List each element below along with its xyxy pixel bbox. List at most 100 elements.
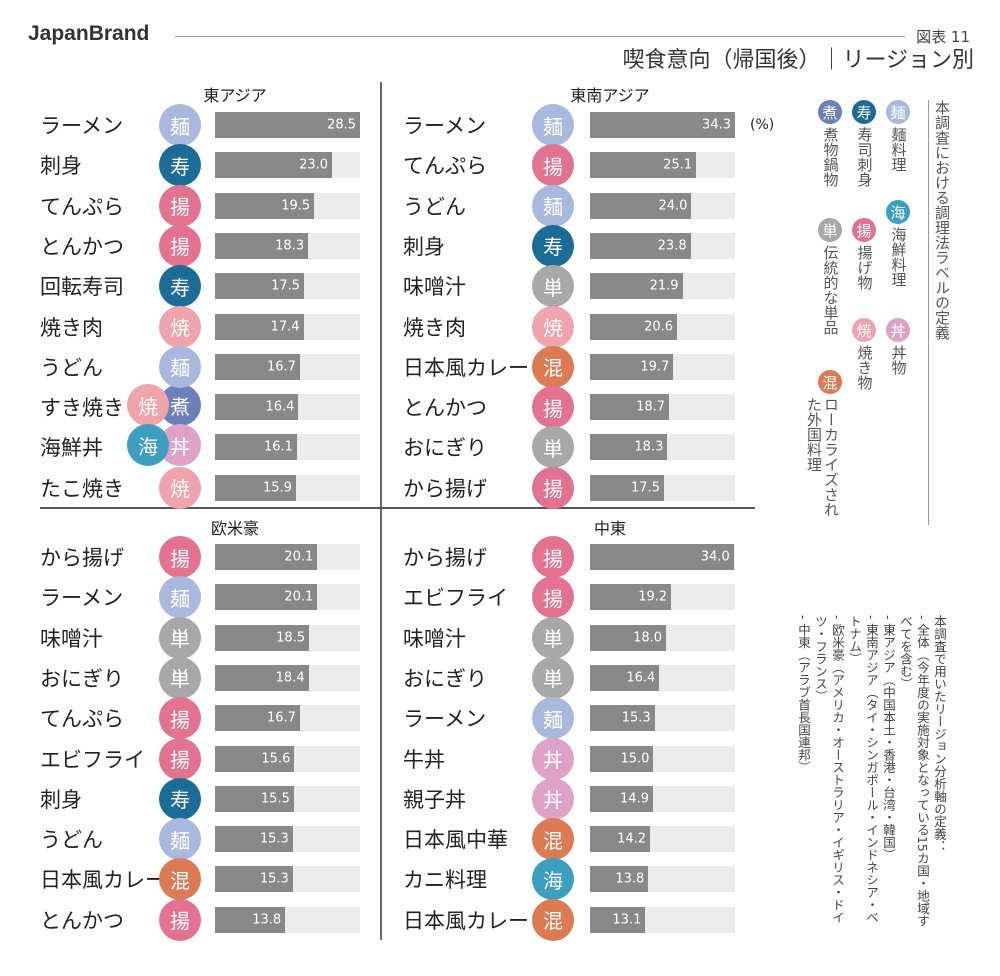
data-label: 20.1 (284, 589, 314, 605)
cooking-label-icon: 単 (159, 616, 201, 659)
category-label: とんかつ (40, 234, 124, 259)
unit-label: (%) (750, 117, 775, 133)
data-label: 18.3 (275, 238, 305, 254)
category-label: 回転寿司 (40, 275, 124, 300)
category-label: ラーメン (403, 707, 487, 732)
legend-label: 揚げ物 (855, 245, 874, 290)
legend-icon: 丼 (886, 318, 910, 342)
category-label: とんかつ (40, 908, 124, 933)
data-label: 16.1 (263, 439, 293, 455)
legend-icon: 単 (818, 218, 842, 242)
data-label: 15.9 (262, 480, 292, 496)
data-label: 21.9 (649, 278, 679, 294)
category-label: エビフライ (403, 586, 508, 611)
bar (215, 434, 297, 461)
cooking-label-icon: 揚 (159, 536, 201, 578)
data-label: 23.0 (299, 157, 329, 173)
data-label: 18.3 (634, 439, 664, 455)
category-label: おにぎり (403, 436, 487, 461)
bar (215, 474, 296, 501)
bar (590, 664, 660, 691)
data-label: 28.5 (327, 117, 356, 133)
bar (590, 273, 683, 300)
category-label: ラーメン (403, 114, 487, 138)
cooking-label-icon: 焼 (159, 305, 201, 348)
panel-title: 東アジア (203, 86, 267, 105)
data-label: 19.7 (640, 359, 670, 375)
cooking-label-icon: 揚 (159, 737, 201, 780)
data-label: 15.5 (260, 791, 290, 807)
cooking-label-icon: 麺 (159, 345, 201, 388)
data-label: 18.0 (633, 630, 663, 646)
bar (590, 745, 654, 772)
category-label: から揚げ (403, 546, 487, 570)
cooking-label-icon: 焼 (532, 305, 574, 348)
legend-label: 海鮮料理 (889, 227, 908, 287)
cooking-label-icon: 混 (532, 898, 574, 941)
data-label: 17.5 (271, 278, 301, 294)
bar (590, 705, 655, 732)
legend-rule (928, 100, 929, 525)
category-label: てんぷら (40, 194, 124, 219)
cooking-label-icon: 単 (532, 656, 574, 699)
legend-icon: 寿 (852, 100, 876, 124)
bar (215, 192, 315, 219)
bar (215, 866, 293, 893)
bar (590, 232, 691, 259)
bar (215, 906, 286, 933)
data-label: 16.4 (265, 399, 295, 415)
category-label: とんかつ (403, 396, 487, 421)
cooking-label-icon: 麺 (532, 104, 574, 146)
cooking-label-icon: 揚 (159, 224, 201, 267)
bar (590, 906, 646, 933)
cooking-label-icon: 海 (127, 424, 169, 467)
data-label: 16.4 (626, 670, 656, 686)
category-label: おにぎり (403, 666, 487, 691)
legend-label: ローカライズされた外国料理 (805, 397, 840, 517)
data-label: 13.8 (615, 871, 645, 887)
category-label: 日本風カレー (403, 908, 529, 933)
bar (590, 434, 668, 461)
category-label: から揚げ (40, 546, 124, 570)
cooking-label-icon: 単 (159, 656, 201, 699)
legend-icon: 焼 (852, 318, 876, 342)
bar (215, 544, 318, 570)
legend-label: 麺料理 (889, 127, 908, 172)
category-label: ラーメン (40, 586, 124, 611)
cooking-label-icon: 揚 (532, 386, 574, 429)
panel-divider-vertical (380, 82, 382, 940)
data-label: 15.0 (620, 751, 650, 766)
bar (590, 112, 735, 138)
bar (215, 273, 305, 300)
bar (215, 785, 294, 812)
legend-label: 煮物鍋物 (821, 127, 840, 187)
cooking-label-icon: 揚 (532, 576, 574, 619)
category-label: エビフライ (40, 747, 145, 772)
note-item: - 全体（今年度の実施対象となっている15カ国・地域すべてを含む） (898, 615, 930, 927)
bar (590, 353, 674, 380)
data-label: 16.7 (267, 710, 296, 726)
bar (215, 152, 333, 179)
cooking-label-icon: 煮 (159, 384, 201, 427)
cooking-label-icon: 寿 (159, 777, 201, 820)
cooking-label-icon: 寿 (159, 265, 201, 308)
data-label: 14.9 (620, 791, 649, 807)
cooking-label-icon: 揚 (532, 144, 574, 187)
legend-label: 焼き物 (855, 345, 874, 390)
cooking-label-icon: 海 (532, 858, 574, 901)
cooking-label-icon: 揚 (159, 184, 201, 227)
data-label: 14.2 (617, 831, 647, 847)
bar (215, 705, 300, 732)
bar (215, 112, 360, 138)
legend-icon: 煮 (818, 100, 842, 124)
category-label: 牛丼 (403, 747, 445, 772)
note-item: - 欧米豪（アメリカ・オーストラリア・イギリス・ドイツ・フランス） (813, 615, 845, 924)
cooking-label-icon: 単 (532, 426, 574, 469)
data-label: 15.6 (261, 751, 291, 766)
cooking-label-icon: 揚 (159, 898, 201, 941)
cooking-label-icon: 麺 (159, 818, 201, 861)
category-label: てんぷら (40, 707, 124, 732)
data-label: 20.1 (284, 549, 314, 565)
panel-title: 欧米豪 (210, 519, 260, 538)
